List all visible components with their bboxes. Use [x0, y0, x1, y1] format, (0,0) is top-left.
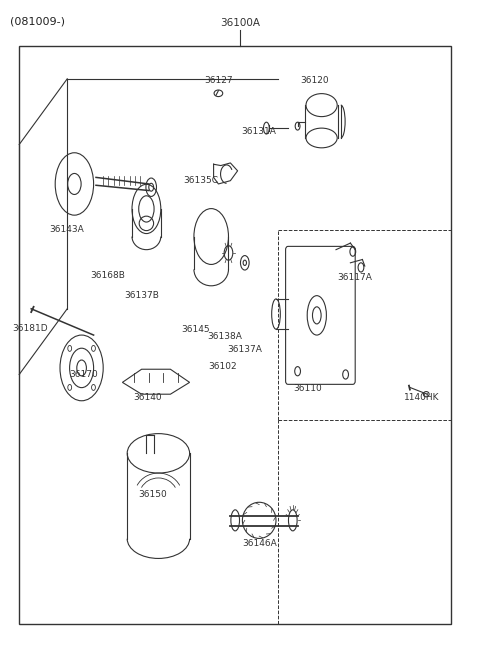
Text: 36137A: 36137A — [228, 345, 262, 354]
Text: 36170: 36170 — [70, 370, 98, 379]
Text: (081009-): (081009-) — [10, 16, 65, 26]
Text: 36100A: 36100A — [220, 18, 260, 28]
Text: 36110: 36110 — [293, 384, 322, 394]
Text: 36138A: 36138A — [207, 332, 242, 341]
Text: 36137B: 36137B — [124, 291, 159, 300]
Bar — [19, 46, 451, 624]
Text: 36131A: 36131A — [242, 127, 276, 136]
Text: 36181D: 36181D — [12, 324, 48, 333]
Text: 36117A: 36117A — [337, 273, 372, 282]
Text: 36140: 36140 — [133, 393, 162, 402]
Text: 36145: 36145 — [181, 325, 210, 334]
Text: 36143A: 36143A — [49, 225, 84, 235]
Text: 36102: 36102 — [208, 362, 237, 371]
FancyBboxPatch shape — [286, 246, 355, 384]
Text: 36120: 36120 — [300, 76, 329, 85]
Text: 36127: 36127 — [204, 76, 233, 85]
Text: 36168B: 36168B — [91, 271, 125, 281]
Text: 36135C: 36135C — [183, 176, 218, 185]
Polygon shape — [122, 369, 190, 394]
Text: 36150: 36150 — [138, 489, 167, 499]
Text: 1140HK: 1140HK — [404, 393, 439, 402]
Text: 36146A: 36146A — [242, 539, 276, 549]
